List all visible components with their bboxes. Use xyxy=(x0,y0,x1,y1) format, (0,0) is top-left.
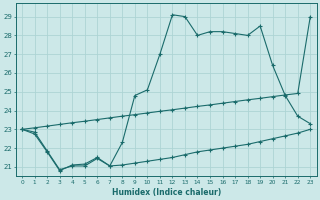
X-axis label: Humidex (Indice chaleur): Humidex (Indice chaleur) xyxy=(112,188,221,197)
